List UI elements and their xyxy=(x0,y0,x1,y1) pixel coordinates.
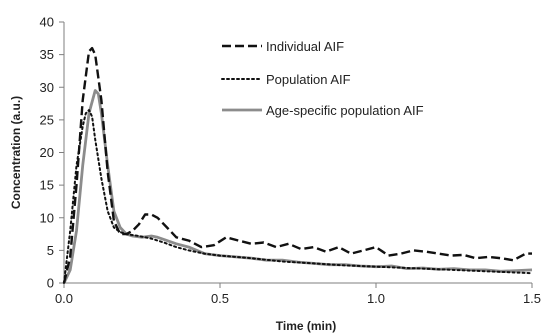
series-line-2 xyxy=(62,89,533,284)
y-tick-label: 0 xyxy=(47,276,54,291)
series-layer xyxy=(62,46,533,284)
y-tick-label: 5 xyxy=(47,243,54,258)
x-tick-label: 1.5 xyxy=(523,291,541,306)
y-tick-label: 30 xyxy=(40,80,54,95)
legend: Individual AIF Population AIF Age-specific… xyxy=(221,39,424,118)
legend-label-0: Individual AIF xyxy=(266,39,344,54)
legend-label-2: Age-specific population AIF xyxy=(266,103,424,118)
legend-label-1: Population AIF xyxy=(266,72,351,87)
x-axis-ticks: 0.0 0.5 1.0 1.5 xyxy=(55,283,541,306)
y-tick-label: 15 xyxy=(40,178,54,193)
series-line-1 xyxy=(63,109,533,284)
x-tick-label: 0.0 xyxy=(55,291,73,306)
y-axis-ticks: 0 5 10 15 20 25 30 35 40 xyxy=(40,15,64,291)
series-line-0 xyxy=(62,46,532,284)
x-axis-title: Time (min) xyxy=(276,319,336,333)
y-tick-label: 10 xyxy=(40,210,54,225)
y-axis-title: Concentration (a.u.) xyxy=(9,96,23,209)
y-tick-label: 40 xyxy=(40,15,54,30)
x-tick-label: 1.0 xyxy=(367,291,385,306)
y-tick-label: 25 xyxy=(40,112,54,127)
y-tick-label: 35 xyxy=(40,47,54,62)
x-tick-label: 0.5 xyxy=(211,291,229,306)
y-tick-label: 20 xyxy=(40,145,54,160)
